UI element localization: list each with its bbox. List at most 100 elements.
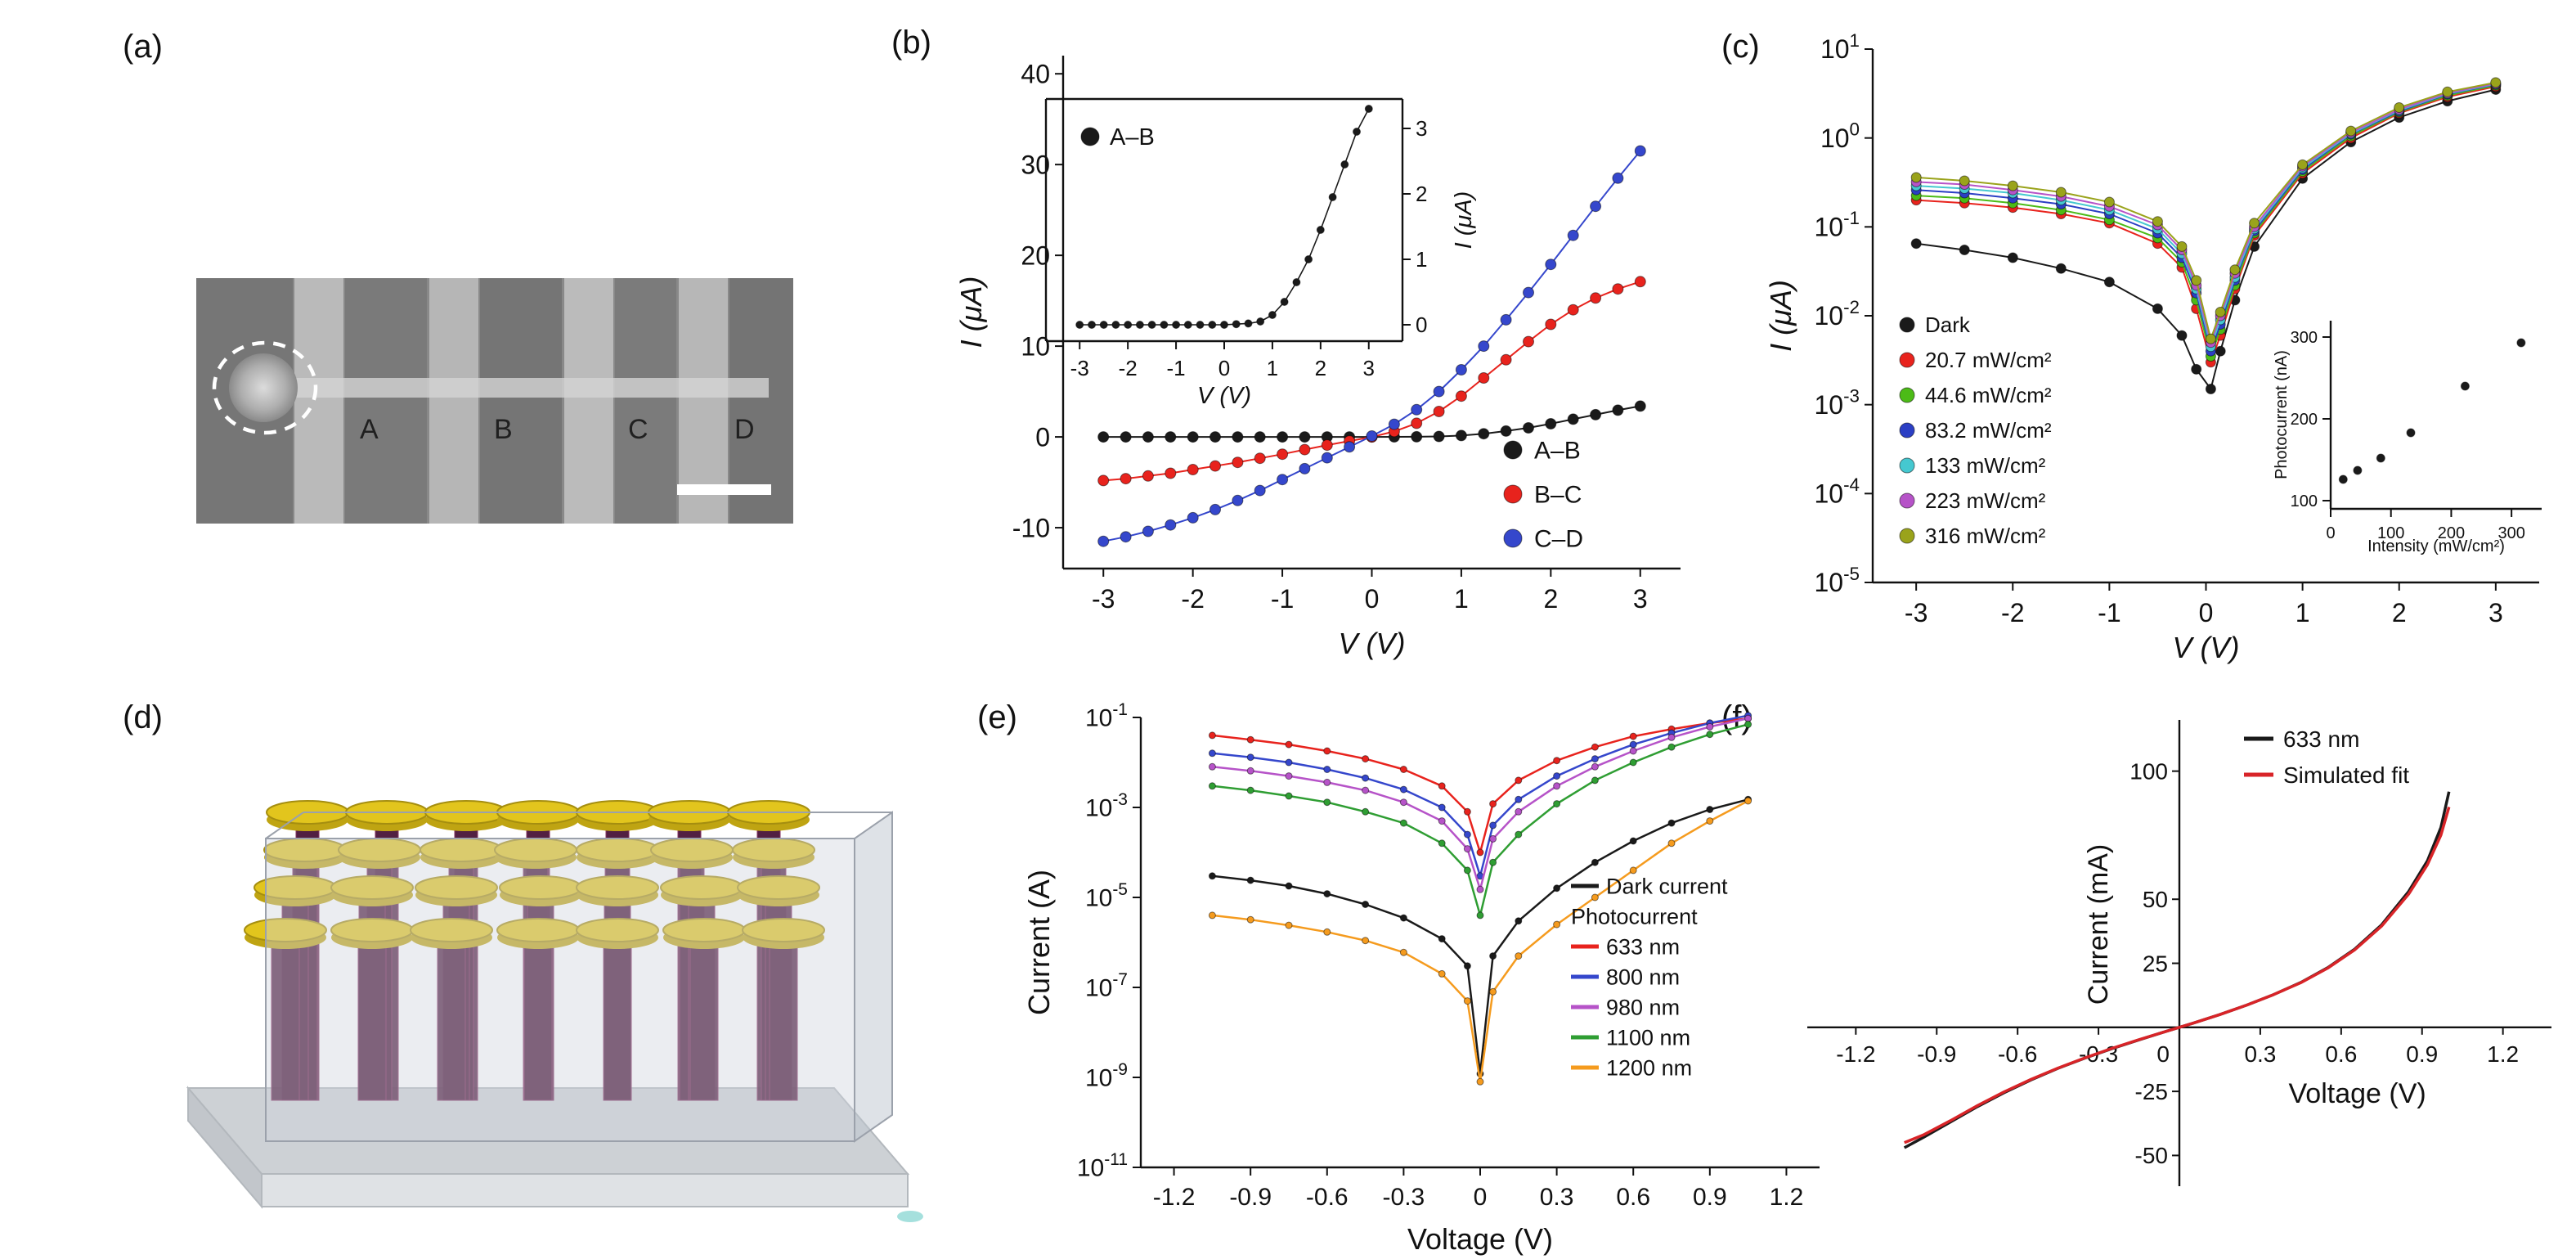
svg-text:0: 0 — [1218, 356, 1230, 380]
svg-text:1200 nm: 1200 nm — [1606, 1055, 1692, 1080]
scale-bar — [677, 484, 771, 495]
svg-text:800 nm: 800 nm — [1606, 964, 1680, 989]
svg-text:3: 3 — [2488, 598, 2503, 627]
svg-text:-3: -3 — [1905, 598, 1928, 627]
svg-text:0.6: 0.6 — [1616, 1184, 1650, 1211]
svg-text:V (V): V (V) — [1197, 383, 1251, 409]
svg-text:A–B: A–B — [1110, 124, 1155, 151]
svg-text:Simulated fit: Simulated fit — [2283, 762, 2409, 788]
svg-text:0: 0 — [1416, 313, 1427, 337]
svg-text:633 nm: 633 nm — [1606, 934, 1680, 959]
svg-text:3: 3 — [1363, 356, 1375, 380]
panel-e-chart: -1.2 -0.9 -0.6 -0.3 0 0.3 0.6 0.9 1.2 10-1 10-3 10-… — [1022, 700, 1820, 1256]
svg-text:223 mW/cm²: 223 mW/cm² — [1925, 488, 2046, 513]
svg-text:-3: -3 — [1070, 356, 1089, 380]
svg-text:-1.2: -1.2 — [1836, 1041, 1875, 1067]
svg-text:0.9: 0.9 — [1693, 1184, 1727, 1211]
svg-text:44.6 mW/cm²: 44.6 mW/cm² — [1925, 383, 2052, 407]
svg-text:3: 3 — [1416, 116, 1427, 141]
sem-dark-region — [345, 278, 427, 524]
svg-text:0: 0 — [1474, 1184, 1488, 1211]
svg-text:50: 50 — [2143, 887, 2168, 912]
svg-text:-10: -10 — [1012, 513, 1050, 542]
svg-text:I (μA): I (μA) — [954, 277, 988, 348]
svg-text:10-5: 10-5 — [1085, 880, 1128, 912]
svg-text:10-2: 10-2 — [1814, 297, 1860, 330]
svg-text:1100 nm: 1100 nm — [1606, 1025, 1690, 1050]
panel-b-inset-chart: -3 -2 -1 0 1 2 3 0 1 2 3 V (V) I (μA) A–B — [1044, 97, 1477, 409]
svg-text:100: 100 — [2129, 758, 2168, 784]
svg-text:-2: -2 — [1181, 584, 1204, 614]
electrode-label-d: D — [734, 414, 755, 445]
svg-text:10-7: 10-7 — [1085, 970, 1128, 1002]
svg-text:200: 200 — [2438, 524, 2465, 542]
svg-text:V (V): V (V) — [1338, 627, 1405, 660]
electrode-label-a: A — [360, 414, 379, 445]
sem-dark-region — [480, 278, 562, 524]
svg-text:101: 101 — [1820, 30, 1860, 64]
electrode-3 — [564, 278, 613, 524]
svg-text:0: 0 — [2156, 1041, 2170, 1067]
svg-text:10-3: 10-3 — [1814, 385, 1860, 419]
svg-text:A–B: A–B — [1534, 438, 1581, 465]
svg-text:133 mW/cm²: 133 mW/cm² — [1925, 453, 2046, 478]
panel-f-chart: -1.2 -0.9 -0.6 -0.3 0 0.3 0.6 0.9 1.21005025-25-… — [1807, 720, 2551, 1186]
svg-text:Dark current: Dark current — [1606, 874, 1728, 898]
svg-text:10-3: 10-3 — [1085, 790, 1128, 822]
svg-text:300: 300 — [2291, 329, 2318, 347]
sem-dark-region — [729, 278, 793, 524]
svg-text:100: 100 — [1820, 119, 1860, 152]
svg-text:1.2: 1.2 — [2487, 1041, 2519, 1067]
svg-text:100: 100 — [2291, 492, 2318, 510]
svg-text:2: 2 — [2392, 598, 2407, 627]
svg-text:Dark: Dark — [1925, 313, 1971, 337]
electrode-1 — [294, 278, 343, 524]
svg-text:0: 0 — [2326, 524, 2335, 542]
sem-dark-region — [615, 278, 676, 524]
svg-text:10-1: 10-1 — [1085, 700, 1128, 732]
svg-text:100: 100 — [2377, 524, 2404, 542]
svg-text:40: 40 — [1021, 59, 1050, 88]
svg-text:10-9: 10-9 — [1085, 1060, 1128, 1092]
panel-label-c: (c) — [1721, 29, 1760, 65]
svg-text:0: 0 — [1035, 422, 1050, 452]
sem-image: A B C D — [196, 278, 793, 524]
svg-text:10-5: 10-5 — [1814, 564, 1860, 597]
svg-text:-0.9: -0.9 — [1229, 1184, 1272, 1211]
svg-text:83.2 mW/cm²: 83.2 mW/cm² — [1925, 418, 2052, 443]
svg-text:-2: -2 — [1119, 356, 1138, 380]
svg-text:-0.6: -0.6 — [1998, 1041, 2037, 1067]
svg-text:633 nm: 633 nm — [2283, 726, 2359, 752]
svg-text:C–D: C–D — [1534, 526, 1583, 553]
panel-label-d: (d) — [123, 699, 163, 735]
svg-text:Current (mA): Current (mA) — [2083, 844, 2114, 1005]
svg-text:-50: -50 — [2135, 1143, 2168, 1168]
svg-text:10-4: 10-4 — [1814, 474, 1860, 508]
svg-text:-0.6: -0.6 — [1306, 1184, 1349, 1211]
svg-text:10-11: 10-11 — [1077, 1150, 1128, 1182]
electrode-4 — [679, 278, 728, 524]
svg-text:316 mW/cm²: 316 mW/cm² — [1925, 524, 2046, 548]
svg-text:1: 1 — [1267, 356, 1278, 380]
contact-pad — [229, 353, 298, 422]
svg-text:2: 2 — [1315, 356, 1326, 380]
svg-text:Photocurrent: Photocurrent — [1571, 904, 1698, 929]
svg-text:0: 0 — [2199, 598, 2214, 627]
svg-text:-1: -1 — [1271, 584, 1294, 614]
panel-label-b: (b) — [891, 25, 931, 61]
panel-c-chart: -3 -2 -1 0 1 2 3 101 100 10-1 10-2 10-3 10-4 10-5 V (V… — [1764, 30, 2539, 664]
nanowire — [241, 378, 769, 398]
svg-text:Photocurrent (nA): Photocurrent (nA) — [2273, 350, 2291, 479]
electrode-label-b: B — [494, 414, 513, 445]
svg-text:1: 1 — [1416, 247, 1427, 272]
electrode-label-c: C — [628, 414, 648, 445]
svg-text:-1: -1 — [2098, 598, 2120, 627]
svg-text:-0.9: -0.9 — [1917, 1041, 1956, 1067]
svg-text:200: 200 — [2291, 411, 2318, 429]
svg-text:20.7 mW/cm²: 20.7 mW/cm² — [1925, 348, 2052, 372]
svg-text:0.6: 0.6 — [2325, 1041, 2357, 1067]
svg-text:-25: -25 — [2135, 1079, 2168, 1104]
svg-text:B–C: B–C — [1534, 482, 1582, 509]
